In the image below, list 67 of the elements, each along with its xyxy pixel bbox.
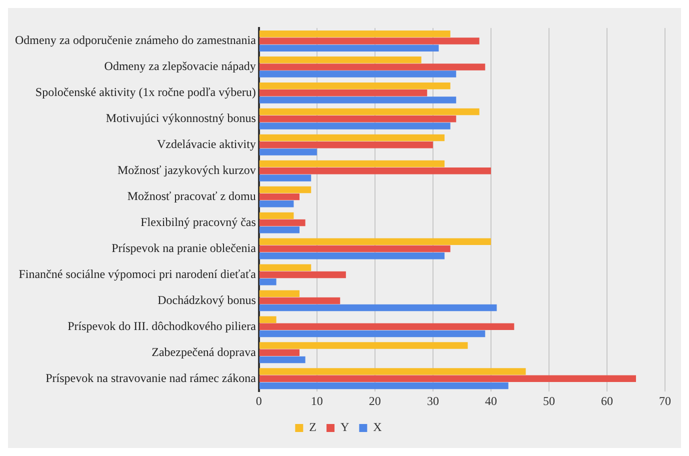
bar: [259, 290, 300, 297]
bar: [259, 108, 480, 116]
bar: [259, 200, 294, 208]
y-tick-label: Flexibilný pracovný čas: [140, 214, 256, 229]
bar: [259, 96, 456, 104]
y-tick-label: Príspevok na stravovanie nad rámec zákona: [46, 370, 257, 385]
bar: [259, 342, 468, 349]
bar: [259, 30, 450, 38]
bar: [259, 160, 445, 168]
bar: [259, 167, 491, 174]
bar: [259, 122, 450, 130]
bar: [259, 64, 486, 70]
bar: [259, 44, 439, 52]
y-tick-label: Zabezpečená doprava: [152, 344, 257, 359]
x-tick-label: 30: [426, 394, 439, 408]
x-tick-label: 70: [659, 394, 671, 408]
y-tick-label: Vzdelávacie aktivity: [156, 137, 256, 152]
bar: [259, 193, 300, 200]
y-tick-label: Odmeny za odporučenie známeho do zamestnania: [14, 33, 257, 48]
bar: [259, 134, 445, 142]
bar: [259, 297, 340, 304]
bar: [259, 142, 433, 148]
y-tick-label: Príspevok do III. dôchodkového piliera: [68, 318, 257, 333]
bar: [259, 219, 306, 226]
y-tick-label: Motivujúci výkonnostný bonus: [106, 111, 256, 126]
legend-label: Z: [309, 420, 317, 434]
bar: [259, 82, 450, 90]
bar: [259, 238, 491, 246]
bar: [259, 330, 486, 338]
bar: [259, 323, 514, 330]
bar: [259, 349, 300, 356]
bar: [259, 56, 422, 64]
x-tick-label: 0: [256, 394, 262, 408]
bar: [259, 278, 276, 286]
bar: [259, 116, 456, 122]
legend-label: Y: [340, 420, 350, 434]
bar: [259, 70, 456, 78]
x-tick-label: 10: [310, 394, 323, 408]
bar: [259, 368, 526, 375]
bar: [259, 148, 317, 156]
x-tick-label: 60: [600, 394, 613, 408]
y-tick-label: Príspevok na pranie oblečenia: [112, 240, 257, 255]
x-tick-label: 50: [542, 394, 555, 408]
y-tick-label: Možnosť pracovať z domu: [127, 188, 256, 203]
y-tick-label: Spoločenské aktivity (1x ročne podľa výberu): [35, 85, 256, 100]
bar: [259, 304, 497, 312]
y-tick-label: Dochádzkový bonus: [158, 292, 256, 307]
legend-label: X: [373, 420, 382, 434]
bar: [259, 382, 508, 390]
y-tick-label: Finančné sociálne výpomoci pri narodení dieťaťa: [18, 266, 257, 281]
bar: [259, 186, 312, 194]
bar: [259, 212, 294, 220]
bar: [259, 38, 480, 44]
bar: [259, 226, 300, 234]
bar: [259, 174, 312, 182]
x-tick-label: 40: [484, 394, 497, 408]
bar: [259, 316, 276, 323]
bar: [259, 90, 428, 96]
y-tick-label: Možnosť jazykových kurzov: [117, 163, 256, 177]
bar: [259, 375, 636, 382]
bar: [259, 245, 450, 252]
bar: [259, 252, 445, 260]
bar: [259, 356, 306, 364]
bar: [259, 271, 346, 278]
bar: [259, 264, 312, 271]
x-tick-label: 20: [368, 394, 381, 408]
y-tick-label: Odmeny za zlepšovacie nápady: [104, 59, 256, 74]
